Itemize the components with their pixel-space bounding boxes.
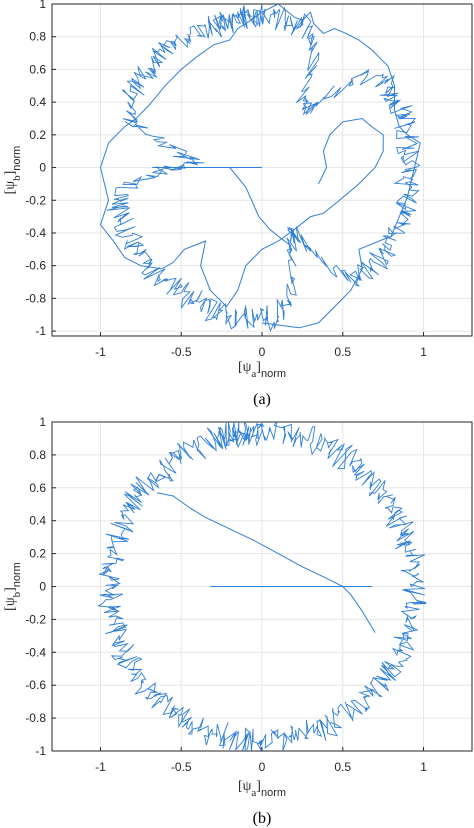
y-tick-label: -0.8 xyxy=(25,711,46,725)
figure-caption: (b) xyxy=(253,810,272,827)
plot-area xyxy=(99,4,421,333)
y-tick-label: -0.6 xyxy=(25,259,46,273)
y-tick-label: 0 xyxy=(39,161,46,175)
x-axis-label: [ψa]norm xyxy=(238,779,286,799)
chart-panel-2: -1 -0.5 0 0.5 1 1 0.8 0.6 0.4 0.2 0 -0.2 -0.4 -0.6 -0.… xyxy=(3,415,473,827)
y-tick-label: -1 xyxy=(35,744,46,758)
y-tick-label: 0.2 xyxy=(29,128,46,142)
x-tick-label: 0 xyxy=(259,760,266,774)
y-tick-label: 0.6 xyxy=(29,481,46,495)
y-tick-label: 0.4 xyxy=(29,95,46,109)
x-tick-label: -0.5 xyxy=(171,345,192,359)
y-tick-label: 1 xyxy=(39,415,46,429)
y-tick-label: -0.6 xyxy=(25,678,46,692)
x-tick-label: 0 xyxy=(259,345,266,359)
x-axis-label: [ψa]norm xyxy=(238,360,286,380)
series-line xyxy=(156,492,376,633)
figure-caption: (a) xyxy=(253,391,271,408)
y-tick-label: 0.8 xyxy=(29,448,46,462)
x-tick-label: 1 xyxy=(420,760,427,774)
y-tick-label: -0.4 xyxy=(25,226,46,240)
trajectory-line xyxy=(106,4,421,333)
series-line xyxy=(99,4,421,329)
y-tick-label: 0 xyxy=(39,580,46,594)
y-tick-label: -0.2 xyxy=(25,193,46,207)
series-line xyxy=(152,167,292,247)
plot-area xyxy=(97,422,427,751)
x-tick-label: -1 xyxy=(95,345,106,359)
y-tick-label: 0.2 xyxy=(29,547,46,561)
y-tick-label: 1 xyxy=(39,0,46,11)
x-tick-label: -0.5 xyxy=(171,760,192,774)
x-tick-label: 0.5 xyxy=(334,760,351,774)
x-tick-label: 0.5 xyxy=(334,345,351,359)
x-tick-label: 1 xyxy=(420,345,427,359)
y-tick-label: 0.4 xyxy=(29,514,46,528)
y-tick-label: 0.8 xyxy=(29,30,46,44)
y-axis-label: [ψb]norm xyxy=(3,146,23,195)
y-tick-label: -0.2 xyxy=(25,612,46,626)
y-tick-label: -0.8 xyxy=(25,291,46,305)
y-axis-label: [ψb]norm xyxy=(3,562,23,611)
x-tick-label: -1 xyxy=(95,760,106,774)
y-tick-label: -0.4 xyxy=(25,645,46,659)
chart-panel-1: -1 -0.5 0 0.5 1 1 0.8 0.6 0.4 0.2 0 -0.2 -0.4 -0.6 -0.… xyxy=(3,0,473,408)
y-tick-label: 0.6 xyxy=(29,62,46,76)
trajectory-line xyxy=(97,422,427,751)
y-tick-label: -1 xyxy=(35,324,46,338)
